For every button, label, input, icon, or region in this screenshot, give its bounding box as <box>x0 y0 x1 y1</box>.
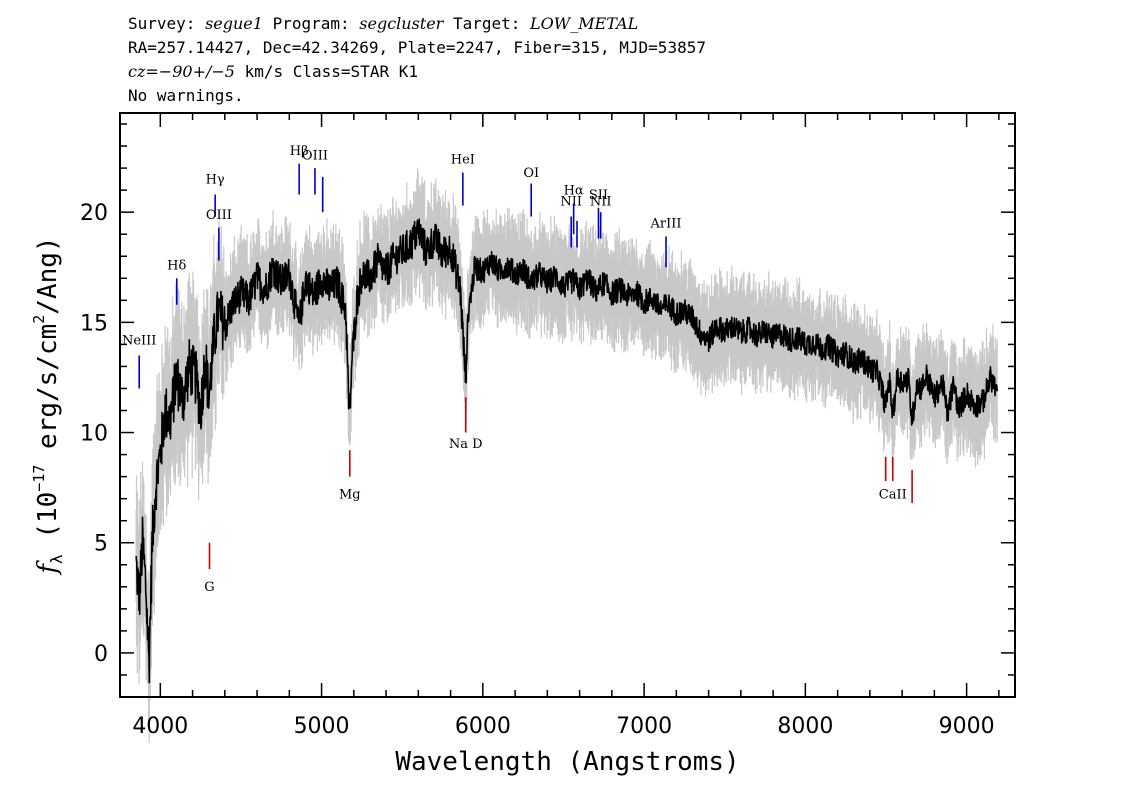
line-label-nii-6548: NII <box>560 195 582 210</box>
line-label-nii-6731: NII <box>590 195 612 210</box>
class-info: km/s Class=STAR K1 <box>234 62 418 81</box>
y-tick-label-20: 20 <box>80 201 108 226</box>
flux-line <box>135 218 998 684</box>
line-label-ariii-7136: ArIII <box>650 217 682 232</box>
line-label-sii-6717: SII <box>589 188 608 203</box>
line-label-h--4102: Hδ <box>167 258 186 273</box>
line-label-caii-8542: CaII <box>879 488 907 503</box>
x-axis-label: Wavelength (Angstroms) <box>395 747 739 777</box>
line-label-h--4340: Hγ <box>206 173 225 188</box>
x-tick-label-6000: 6000 <box>455 714 511 739</box>
program-label: Program: <box>262 14 360 33</box>
line-label-oiii-4959: OIII <box>302 148 328 163</box>
header-line-1: Survey: segue1 Program: segcluster Targe… <box>128 14 638 33</box>
target-value: LOW_METAL <box>530 14 639 33</box>
noise-band-path <box>135 167 998 743</box>
y-label-pre: (10 <box>33 492 63 555</box>
flux-series <box>135 218 998 684</box>
program-value: segcluster <box>359 14 444 33</box>
cz-label: cz= <box>128 62 159 81</box>
line-label-mg-5175: Mg <box>339 488 361 503</box>
x-tick-label-4000: 4000 <box>132 714 188 739</box>
y-label-exp2: 2 <box>30 315 48 324</box>
y-label-exp1: −17 <box>30 465 48 492</box>
y-tick-label-15: 15 <box>80 311 108 336</box>
survey-value: segue1 <box>205 14 263 33</box>
y-tick-label-5: 5 <box>94 532 108 557</box>
header-line-4: No warnings. <box>128 86 244 105</box>
y-label-post: /Ang) <box>33 236 63 314</box>
target-label: Target: <box>443 14 531 33</box>
y-label-mid: erg/s/cm <box>33 324 63 465</box>
survey-label: Survey: <box>128 14 206 33</box>
y-tick-label-10: 10 <box>80 422 108 447</box>
y-label-lambda: λ <box>47 554 66 564</box>
plot-frame <box>119 112 1016 698</box>
x-tick-label-5000: 5000 <box>294 714 350 739</box>
line-label-na-d-5894: Na D <box>449 437 483 452</box>
line-label-neiii-3869: NeIII <box>122 333 156 348</box>
line-label-hei-5876: HeI <box>451 153 475 168</box>
y-axis-label: fλ (10−17 erg/s/cm2/Ang) <box>30 236 66 575</box>
line-label-oi-6300: OI <box>523 166 539 181</box>
line-label-h--6563: Hα <box>564 184 584 199</box>
header-line-2: RA=257.14427, Dec=42.34269, Plate=2247, … <box>128 38 706 57</box>
x-tick-label-9000: 9000 <box>939 714 995 739</box>
line-label-oiii-4363: OIII <box>206 208 232 223</box>
x-tick-label-8000: 8000 <box>777 714 833 739</box>
header-line-3: cz=−90+/−5 km/s Class=STAR K1 <box>128 62 418 81</box>
axis-ticks <box>120 113 1015 697</box>
noise-band <box>135 167 998 743</box>
x-tick-label-7000: 7000 <box>616 714 672 739</box>
y-tick-label-0: 0 <box>94 642 108 667</box>
line-label-g-4305: G <box>204 580 214 595</box>
tick-labels: 4000 5000 6000 7000 8000 9000 0 5 10 15 20 <box>80 201 995 739</box>
cz-value: −90+/−5 <box>158 62 235 81</box>
line-label-h--4861: Hβ <box>290 144 309 159</box>
